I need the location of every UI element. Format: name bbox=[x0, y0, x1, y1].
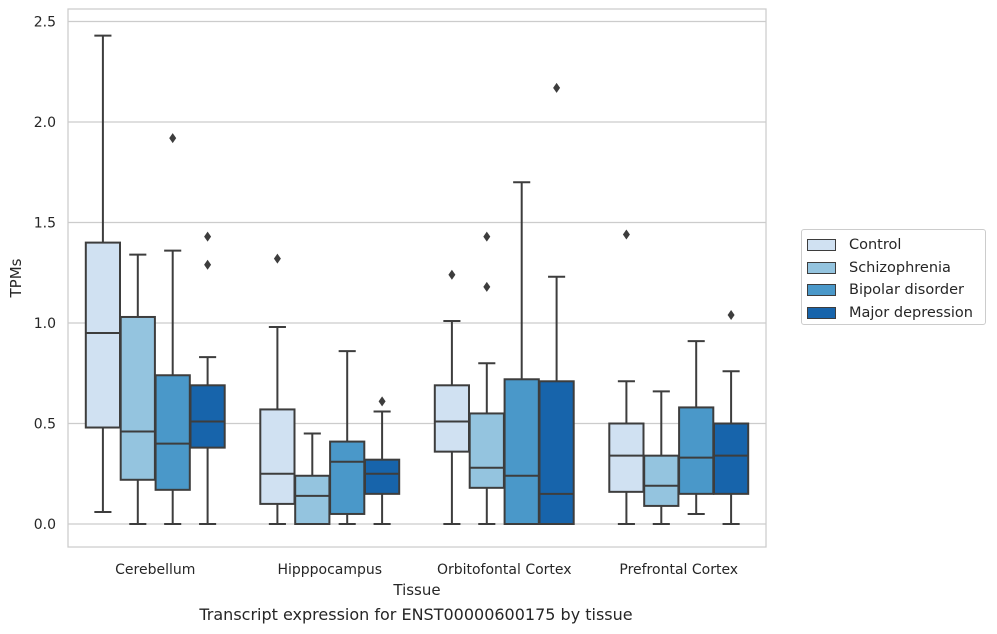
box-group bbox=[189, 231, 226, 525]
y-tick-labels: 0.0 0.5 1.0 1.5 2.0 2.5 bbox=[34, 15, 56, 534]
legend-item-bipolar-disorder: Bipolar disorder bbox=[807, 279, 964, 301]
box bbox=[712, 422, 750, 495]
x-tick-label: Prefrontal Cortex bbox=[619, 562, 738, 578]
box bbox=[503, 378, 540, 525]
y-axis-label: TPMs bbox=[7, 258, 25, 298]
outlier-point bbox=[553, 82, 561, 93]
box bbox=[329, 440, 366, 515]
box-group bbox=[84, 34, 122, 513]
outlier-point bbox=[483, 281, 491, 292]
x-axis-label: Tissue bbox=[392, 581, 440, 599]
legend-swatch-bipolar-disorder bbox=[807, 284, 836, 296]
legend: Control Schizophrenia Bipolar disorder M… bbox=[801, 229, 986, 325]
legend-label-major-depression: Major depression bbox=[849, 305, 973, 321]
box bbox=[363, 458, 401, 495]
outlier-point bbox=[483, 231, 491, 242]
x-tick-label: Cerebellum bbox=[115, 562, 195, 578]
box bbox=[294, 474, 331, 526]
box bbox=[678, 406, 715, 495]
y-tick-label: 1.0 bbox=[34, 316, 56, 332]
box-group bbox=[363, 396, 401, 525]
outlier-point bbox=[273, 253, 281, 264]
box-group bbox=[329, 350, 366, 525]
box bbox=[538, 380, 575, 526]
y-tick-label: 1.5 bbox=[34, 216, 56, 232]
box bbox=[189, 384, 226, 449]
box bbox=[608, 422, 645, 493]
legend-swatch-control bbox=[807, 239, 836, 251]
box bbox=[468, 412, 505, 489]
box-group bbox=[433, 269, 471, 525]
x-tick-label: Orbitofontal Cortex bbox=[437, 562, 572, 578]
box bbox=[433, 384, 471, 453]
outlier-point bbox=[204, 231, 212, 242]
outlier-point bbox=[378, 396, 386, 407]
outlier-point bbox=[169, 133, 177, 144]
legend-swatch-schizophrenia bbox=[807, 262, 836, 274]
box-group bbox=[259, 253, 296, 525]
box-group bbox=[468, 231, 505, 525]
outlier-point bbox=[448, 269, 456, 280]
chart-caption: Transcript expression for ENST0000060017… bbox=[199, 605, 633, 624]
box bbox=[119, 315, 156, 481]
legend-swatch-major-depression bbox=[807, 307, 836, 319]
box-group bbox=[608, 229, 645, 525]
box bbox=[154, 374, 191, 491]
legend-item-schizophrenia: Schizophrenia bbox=[807, 257, 951, 279]
x-tick-label: Hipppocampus bbox=[277, 562, 382, 578]
outlier-point bbox=[204, 259, 212, 270]
box-group bbox=[154, 133, 191, 525]
legend-label-control: Control bbox=[849, 237, 902, 253]
box-group bbox=[538, 82, 575, 526]
outlier-point bbox=[622, 229, 630, 240]
box-group bbox=[119, 253, 156, 525]
plot-frame bbox=[67, 8, 767, 548]
box-group bbox=[643, 390, 680, 525]
box-group bbox=[294, 432, 331, 526]
outlier-point bbox=[727, 309, 735, 320]
box-group bbox=[712, 309, 750, 525]
boxes bbox=[84, 34, 750, 526]
legend-label-bipolar-disorder: Bipolar disorder bbox=[849, 282, 964, 298]
legend-item-major-depression: Major depression bbox=[807, 302, 973, 324]
box-group bbox=[678, 340, 715, 515]
box bbox=[643, 454, 680, 507]
x-tick-labels: Cerebellum Hipppocampus Orbitofontal Corte… bbox=[115, 562, 738, 578]
y-tick-label: 0.5 bbox=[34, 417, 56, 433]
legend-item-control: Control bbox=[807, 234, 901, 256]
legend-label-schizophrenia: Schizophrenia bbox=[849, 260, 951, 276]
y-tick-label: 0.0 bbox=[34, 517, 56, 533]
y-tick-label: 2.0 bbox=[34, 115, 56, 131]
y-tick-label: 2.5 bbox=[34, 15, 56, 31]
box bbox=[84, 241, 122, 429]
box bbox=[259, 408, 296, 505]
